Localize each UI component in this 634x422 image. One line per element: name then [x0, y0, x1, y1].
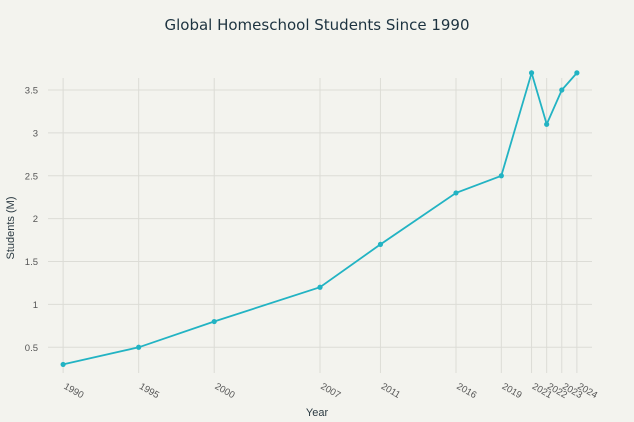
- x-tick-label: 1990: [62, 381, 86, 401]
- data-point: [498, 173, 504, 179]
- y-tick-label: 3: [33, 128, 38, 139]
- chart-title: Global Homeschool Students Since 1990: [164, 16, 469, 34]
- x-tick-label: 2019: [500, 381, 524, 401]
- series: [60, 69, 580, 368]
- y-tick-label: 2.5: [25, 171, 38, 182]
- y-tick-label: 1: [33, 300, 38, 311]
- y-axis-ticks: 0.5 1 1.5 2 2.5 3 3.5: [25, 86, 38, 354]
- x-tick-label: 2007: [319, 381, 343, 401]
- y-axis-label: Students (M): [5, 197, 17, 260]
- data-point: [528, 70, 535, 76]
- x-tick-label: 2011: [379, 381, 402, 401]
- y-tick-label: 0.5: [25, 343, 38, 354]
- data-point: [211, 318, 217, 325]
- y-tick-label: 1.5: [25, 257, 38, 268]
- y-tick-label: 3.5: [25, 86, 38, 97]
- data-point: [544, 121, 550, 127]
- data-point: [136, 344, 142, 350]
- x-tick-label: 2016: [455, 381, 479, 401]
- x-tick-label: 2000: [213, 381, 237, 401]
- x-axis-label: Year: [306, 407, 329, 419]
- y-tick-label: 2: [33, 214, 38, 225]
- gridlines: [48, 78, 592, 373]
- data-point: [317, 284, 323, 290]
- data-point: [574, 70, 580, 76]
- data-point: [60, 361, 66, 368]
- data-point: [453, 190, 459, 196]
- data-point: [377, 241, 384, 247]
- x-tick-label: 1995: [137, 381, 161, 401]
- data-point: [559, 87, 565, 93]
- x-axis-ticks: 1990 1995 2000 2007 2011 2016 2019 202120222023…: [62, 381, 600, 401]
